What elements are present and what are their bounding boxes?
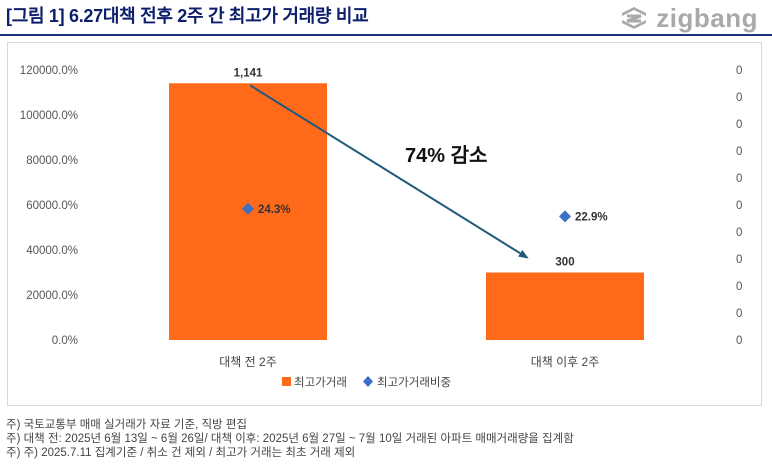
left-tick-label: 120000.0% bbox=[20, 65, 78, 77]
right-tick-label: 0 bbox=[736, 200, 742, 212]
decrease-arrow bbox=[249, 84, 529, 259]
left-tick-label: 20000.0% bbox=[26, 290, 78, 302]
legend: 최고가거래 최고가거래비중 bbox=[282, 376, 451, 389]
category-axis: 대책 전 2주 대책 이후 2주 bbox=[219, 354, 599, 369]
left-tick-label: 0.0% bbox=[52, 335, 78, 347]
right-axis: 0 0 0 0 0 0 0 0 0 0 0 bbox=[736, 65, 742, 347]
bar-value-label: 1,141 bbox=[234, 67, 263, 79]
left-tick-label: 40000.0% bbox=[26, 245, 78, 257]
right-tick-label: 0 bbox=[736, 227, 742, 239]
right-tick-label: 0 bbox=[736, 92, 742, 104]
bar-value-label: 300 bbox=[555, 257, 574, 269]
share-series: 24.3% 22.9% bbox=[242, 202, 608, 223]
right-tick-label: 0 bbox=[736, 254, 742, 266]
right-tick-label: 0 bbox=[736, 119, 742, 131]
bar bbox=[486, 272, 644, 340]
legend-swatch-diamond bbox=[363, 376, 373, 387]
left-tick-label: 60000.0% bbox=[26, 200, 78, 212]
footnote: 주) 국토교통부 매매 실거래가 자료 기준, 직방 편집 bbox=[6, 419, 247, 431]
chart-title: [그림 1] 6.27대책 전후 2주 간 최고가 거래량 비교 bbox=[6, 6, 369, 26]
footnote: 주) 대책 전: 2025년 6월 13일 ~ 6월 26일/ 대책 이후: 2… bbox=[6, 433, 574, 445]
zigbang-logo-icon bbox=[622, 7, 647, 29]
legend-label-diamond: 최고가거래비중 bbox=[377, 376, 451, 389]
logo-text: zigbang bbox=[656, 2, 758, 33]
footnotes: 주) 국토교통부 매매 실거래가 자료 기준, 직방 편집 주) 대책 전: 2… bbox=[6, 418, 574, 460]
left-tick-label: 80000.0% bbox=[26, 155, 78, 167]
bar-series: 1,141 300 bbox=[169, 67, 644, 341]
share-marker-diamond bbox=[559, 210, 571, 223]
category-label: 대책 이후 2주 bbox=[531, 354, 600, 369]
category-label: 대책 전 2주 bbox=[219, 354, 277, 369]
zigbang-logo: zigbang bbox=[618, 3, 758, 33]
share-value-label: 24.3% bbox=[258, 204, 291, 216]
title-divider bbox=[0, 34, 772, 36]
right-tick-label: 0 bbox=[736, 281, 742, 293]
left-tick-label: 100000.0% bbox=[20, 110, 78, 122]
chart-svg: 120000.0% 100000.0% 80000.0% 60000.0% 40000.… bbox=[20, 65, 743, 389]
share-marker-diamond bbox=[242, 202, 254, 215]
decrease-annotation: 74% 감소 bbox=[405, 144, 487, 167]
left-axis: 120000.0% 100000.0% 80000.0% 60000.0% 40000.… bbox=[20, 65, 78, 347]
right-tick-label: 0 bbox=[736, 308, 742, 320]
footnote: 주) 주) 2025.7.11 집계기준 / 취소 건 제외 / 최고가 거래는… bbox=[6, 447, 356, 459]
legend-label-bar: 최고가거래 bbox=[294, 376, 347, 389]
right-tick-label: 0 bbox=[736, 335, 742, 347]
right-tick-label: 0 bbox=[736, 65, 742, 77]
right-tick-label: 0 bbox=[736, 146, 742, 158]
share-value-label: 22.9% bbox=[575, 211, 608, 223]
legend-swatch-bar bbox=[282, 377, 291, 386]
chart-frame bbox=[7, 42, 762, 406]
right-tick-label: 0 bbox=[736, 173, 742, 185]
